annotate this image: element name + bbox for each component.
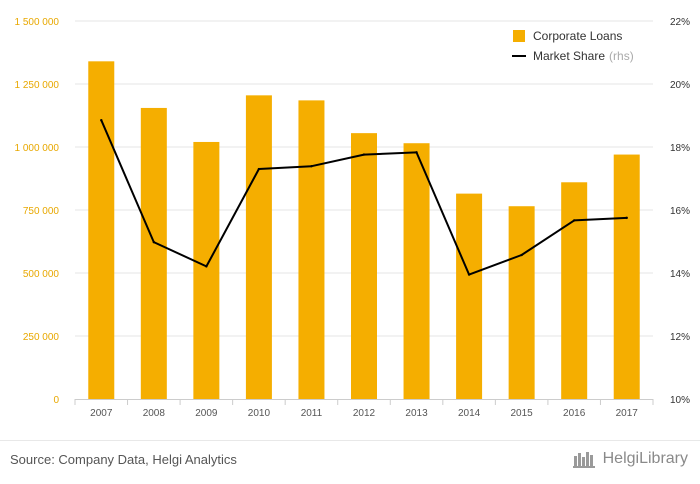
- line-series: [100, 119, 628, 276]
- x-tick-label: 2013: [405, 408, 428, 419]
- x-tick-label: 2014: [458, 408, 481, 419]
- right-tick-label: 22%: [670, 17, 690, 28]
- footer: Source: Company Data, Helgi Analytics He…: [0, 440, 700, 484]
- market-share-point-2008: [152, 240, 156, 244]
- market-share-point-2013: [415, 151, 418, 154]
- market-share-point-2017: [625, 216, 628, 220]
- legend: Corporate Loans Market Share (rhs): [512, 29, 634, 63]
- bar-2011: [298, 100, 325, 399]
- left-tick-label: 500 000: [23, 269, 60, 280]
- legend-label-corporate-loans: Corporate Loans: [533, 29, 622, 43]
- legend-label-market-share: Market Share (rhs): [533, 49, 634, 63]
- x-tick-label: 2015: [511, 408, 534, 419]
- left-axis-tick-labels: 0 250 000 500 000 750 000 1 000 000 1 250 000…: [15, 17, 60, 406]
- library-icon: [572, 452, 595, 468]
- market-share-point-2015: [520, 253, 523, 257]
- market-share-point-2016: [572, 219, 576, 222]
- x-tick-label: 2012: [353, 408, 376, 419]
- bar-2007: [88, 61, 115, 399]
- legend-market-share-note: (rhs): [609, 49, 634, 63]
- x-tick-label: 2008: [143, 408, 166, 419]
- market-share-point-2007: [100, 119, 103, 122]
- combo-chart: 0 250 000 500 000 750 000 1 000 000 1 250 000…: [15, 17, 691, 419]
- left-tick-label: 1 000 000: [15, 143, 60, 154]
- right-axis-tick-labels: 10% 12% 14% 16% 18% 20% 22%: [670, 17, 690, 406]
- right-tick-label: 12%: [670, 332, 690, 343]
- left-tick-label: 1 500 000: [15, 17, 60, 28]
- bar-2016: [561, 182, 588, 399]
- market-share-point-2010: [257, 167, 261, 171]
- right-tick-label: 18%: [670, 143, 690, 154]
- x-tick-label: 2016: [563, 408, 586, 419]
- bar-2008: [140, 107, 167, 399]
- legend-market-share-name: Market Share: [533, 49, 605, 63]
- left-tick-label: 250 000: [23, 332, 60, 343]
- bar-2017: [613, 154, 640, 399]
- left-tick-label: 750 000: [23, 206, 60, 217]
- bar-2010: [245, 95, 272, 399]
- x-tick-label: 2007: [90, 408, 113, 419]
- source-text: Source: Company Data, Helgi Analytics: [10, 452, 237, 467]
- x-tick-label: 2010: [248, 408, 271, 419]
- bar-2015: [508, 206, 535, 399]
- market-share-point-2011: [310, 165, 313, 168]
- right-tick-label: 16%: [670, 206, 690, 217]
- right-tick-label: 10%: [670, 395, 690, 406]
- bar-series: [88, 61, 640, 399]
- x-tick-label: 2011: [301, 408, 323, 419]
- bar-2013: [403, 143, 430, 399]
- axes: [74, 399, 654, 405]
- right-tick-label: 14%: [670, 269, 690, 280]
- x-tick-label: 2009: [195, 408, 218, 419]
- bar-2009: [193, 141, 220, 399]
- brand-logo: HelgiLibrary: [572, 450, 688, 468]
- bar-2014: [456, 193, 483, 399]
- bar-2012: [351, 133, 377, 399]
- market-share-point-2014: [467, 273, 471, 276]
- x-axis-tick-labels: 2007 2008 2009 2010 2011 2012 2013 2014 2015 2016…: [90, 408, 638, 419]
- left-tick-label: 0: [53, 395, 59, 406]
- market-share-point-2012: [362, 153, 366, 156]
- left-tick-label: 1 250 000: [15, 80, 60, 91]
- right-tick-label: 20%: [670, 80, 690, 91]
- brand-name: HelgiLibrary: [602, 450, 688, 467]
- x-tick-label: 2017: [616, 408, 639, 419]
- market-share-point-2009: [205, 265, 208, 268]
- legend-swatch-corporate-loans: [513, 30, 525, 42]
